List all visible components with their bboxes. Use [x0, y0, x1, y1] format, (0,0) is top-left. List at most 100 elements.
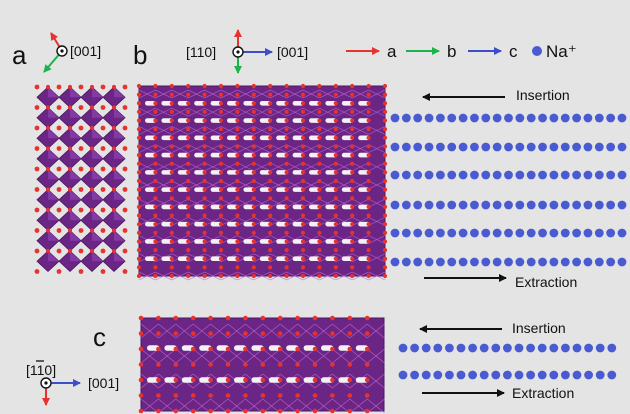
oxygen-atom	[268, 230, 273, 235]
oxygen-atom	[45, 125, 51, 131]
oxygen-atom	[284, 127, 289, 132]
oxygen-atom	[317, 144, 322, 149]
axis-label-c-right: [001]	[88, 375, 119, 391]
oxygen-atom	[67, 228, 73, 233]
bond	[297, 348, 316, 364]
oxygen-atom	[136, 204, 142, 210]
oxygen-atom	[382, 127, 388, 132]
oxygen-atom	[366, 144, 371, 149]
sodium-ion	[424, 113, 434, 123]
sodium-ion	[436, 257, 445, 267]
bond	[297, 398, 316, 414]
oxygen-atom	[122, 166, 128, 172]
oxygen-atom	[136, 161, 142, 166]
panel-b-label: b	[133, 40, 147, 70]
oxygen-atom	[169, 118, 174, 123]
oxygen-atom	[260, 362, 266, 367]
sodium-ion	[481, 200, 491, 210]
bond	[270, 89, 287, 99]
oxygen-atom	[190, 408, 196, 414]
bond	[204, 180, 222, 190]
oxygen-atom	[260, 315, 266, 321]
oxygen-atom	[366, 101, 371, 106]
oxygen-atom	[350, 222, 355, 227]
oxygen-atom	[382, 83, 388, 89]
bond	[155, 107, 172, 117]
oxygen-atom	[153, 101, 158, 106]
oxygen-atom	[366, 135, 371, 140]
oxygen-atom	[153, 161, 158, 166]
oxygen-atom	[317, 187, 322, 192]
sodium-ion	[560, 228, 570, 238]
oxygen-atom	[78, 146, 84, 151]
oxygen-atom	[366, 247, 371, 253]
oxygen-atom	[364, 408, 370, 414]
bond	[368, 198, 386, 208]
bond	[262, 348, 281, 364]
panel-b-sodium-rows	[390, 113, 627, 267]
sodium-ion	[503, 370, 512, 380]
sodium-ion	[572, 228, 581, 238]
oxygen-atom	[153, 144, 158, 149]
oxygen-atom	[260, 408, 266, 414]
oxygen-atom	[382, 170, 388, 175]
sodium-ion	[538, 142, 547, 152]
sodium-ion	[458, 228, 468, 238]
sodium-channel	[286, 377, 299, 383]
oxygen-atom	[366, 178, 371, 184]
sodium-channel	[194, 221, 206, 227]
oxygen-atom	[169, 161, 174, 166]
oxygen-atom	[284, 230, 289, 235]
oxygen-atom	[225, 346, 231, 352]
sodium-channel	[147, 377, 160, 383]
sodium-channel	[309, 187, 321, 192]
oxygen-atom	[300, 83, 306, 89]
oxygen-atom	[136, 83, 142, 89]
oxygen-atom	[153, 265, 158, 270]
oxygen-atom	[136, 230, 142, 235]
sodium-channel	[325, 239, 337, 244]
sodium-channel	[145, 239, 157, 244]
oxygen-atom	[202, 239, 207, 244]
sodium-channel	[341, 221, 354, 227]
oxygen-atom	[218, 135, 224, 140]
bond	[220, 180, 238, 190]
sodium-channel	[194, 239, 206, 244]
oxygen-atom	[56, 84, 62, 90]
oxygen-atom	[243, 346, 248, 352]
sodium-ion	[584, 343, 593, 353]
octahedron-face	[92, 107, 103, 118]
sodium-channel	[227, 256, 239, 262]
bond	[245, 398, 264, 414]
oxygen-atom	[225, 408, 231, 414]
oxygen-atom	[138, 331, 144, 336]
bond	[171, 198, 189, 208]
bond	[368, 235, 386, 244]
oxygen-atom	[251, 92, 256, 97]
oxygen-atom	[300, 101, 306, 106]
oxygen-atom	[186, 144, 191, 149]
bond	[237, 144, 254, 153]
sodium-ion	[447, 113, 457, 123]
oxygen-atom	[333, 265, 338, 270]
oxygen-atom	[268, 144, 273, 149]
sodium-channel	[210, 187, 222, 192]
bond	[286, 162, 304, 172]
bond	[138, 271, 156, 281]
oxygen-atom	[284, 135, 289, 140]
octahedron-face	[70, 148, 81, 159]
oxygen-atom	[295, 346, 300, 352]
oxygen-atom	[122, 228, 128, 233]
sodium-channel	[321, 377, 334, 383]
oxygen-atom	[153, 247, 158, 253]
oxygen-atom	[122, 207, 128, 213]
sodium-ion	[504, 142, 513, 152]
oxygen-atom	[235, 273, 240, 279]
sodium-channel	[177, 152, 190, 158]
sodium-channel	[243, 187, 255, 192]
oxygen-atom	[202, 152, 207, 158]
bond	[314, 398, 333, 414]
sodium-ion	[401, 228, 411, 238]
oxygen-atom	[268, 247, 273, 253]
oxygen-atom	[330, 408, 335, 414]
